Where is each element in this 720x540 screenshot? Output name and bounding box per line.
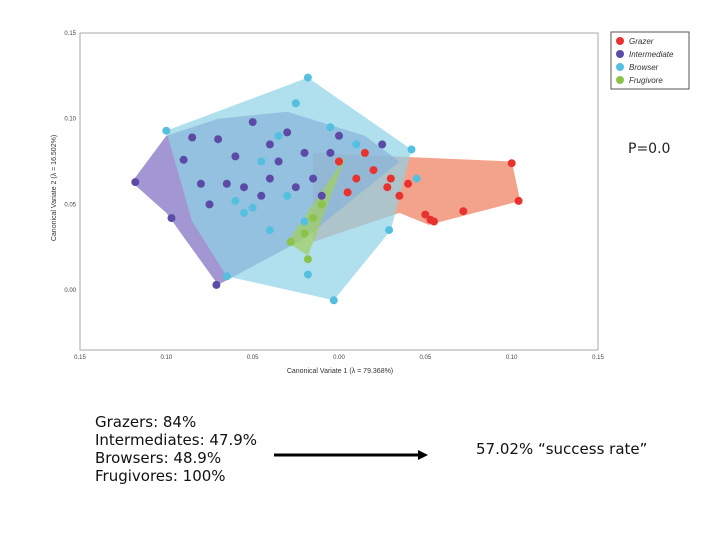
point-grazer [369,166,378,175]
point-browser [248,203,257,212]
legend-marker-frugivore [616,76,624,84]
point-grazer [507,159,516,168]
x-tick-label: 0.05 [247,355,259,361]
x-tick-label: 0.05 [419,355,431,361]
p-value: P=0.0 [628,141,671,157]
legend-marker-browser [616,63,624,71]
point-intermediate [231,152,240,161]
legend: Grazer Intermediate Browser Frugivore [610,31,690,90]
point-browser [303,73,312,82]
point-intermediate [179,155,188,164]
point-frugivore [317,200,326,209]
point-intermediate [291,183,300,192]
point-intermediate [265,174,274,183]
point-grazer [343,188,352,197]
rate-grazers: Grazers: 84% [95,413,197,431]
point-grazer [383,183,392,192]
point-browser [303,270,312,279]
plot-frame [79,32,599,351]
point-browser [162,126,171,135]
legend-label-intermediate: Intermediate [629,50,674,59]
point-frugivore [286,238,295,246]
y-tick-label: 0.00 [64,288,76,294]
success-rate: 57.02% “success rate” [476,440,648,458]
point-frugivore [303,255,312,264]
hull-browser [166,77,412,301]
legend-marker-grazer [616,37,624,45]
classification-rates: Grazers: 84% Intermediates: 47.9% Browse… [95,413,257,485]
point-browser [407,145,416,154]
y-tick-label: 0.05 [64,202,76,208]
legend-label-grazer: Grazer [629,37,654,46]
point-intermediate [309,174,318,183]
x-tick-label: 0.10 [160,355,172,361]
point-browser [274,131,283,140]
point-intermediate [274,157,283,166]
point-browser [283,191,292,200]
point-browser [222,272,231,281]
y-axis-label: Canonical Variate 2 (λ = 16.502%) [51,135,58,241]
rate-intermediates: Intermediates: 47.9% [95,431,258,449]
rate-browsers: Browsers: 48.9% [95,449,222,467]
point-intermediate [240,183,248,192]
point-grazer [360,148,369,157]
point-browser [240,208,248,217]
legend-box [610,31,690,90]
point-browser [231,196,240,205]
point-browser [385,226,394,235]
point-intermediate [317,191,326,200]
point-grazer [430,217,438,226]
point-intermediate [335,131,343,140]
point-browser [265,226,274,235]
point-intermediate [205,200,214,209]
point-browser [329,296,338,305]
point-frugivore [300,229,309,238]
point-browser [291,99,300,108]
point-intermediate [257,191,266,200]
point-browser [352,140,361,149]
legend-marker-intermediate [616,50,624,58]
x-tick-label: 0.10 [506,355,518,361]
point-grazer [404,179,413,188]
point-intermediate [214,135,223,144]
point-intermediate [222,179,231,188]
x-axis-label: Canonical Variate 1 (λ = 79.368%) [287,368,393,375]
point-intermediate [300,148,309,157]
legend-label-browser: Browser [629,63,659,72]
point-intermediate [326,148,335,157]
point-intermediate [167,214,176,223]
point-browser [326,123,335,132]
point-intermediate [196,179,205,188]
x-tick-label: 0.00 [333,355,345,361]
point-intermediate [378,140,387,149]
point-intermediate [265,140,274,149]
point-grazer [335,157,343,166]
point-intermediate [248,118,257,127]
point-grazer [514,196,523,205]
point-intermediate [188,133,197,142]
point-browser [412,174,421,183]
x-tick-label: 0.15 [74,355,86,361]
point-grazer [421,210,430,219]
point-browser [300,217,309,226]
legend-label-frugivore: Frugivore [629,76,663,85]
point-grazer [386,174,395,183]
point-frugivore [309,214,318,223]
point-intermediate [283,128,292,137]
point-grazer [352,174,361,183]
x-tick-label: 0.15 [592,355,604,361]
point-browser [257,157,266,166]
point-intermediate [212,280,221,289]
point-grazer [459,207,468,216]
y-tick-label: 0.15 [64,31,76,37]
rate-frugivores: Frugivores: 100% [95,467,226,485]
y-tick-label: 0.10 [64,117,76,123]
point-grazer [395,191,404,200]
point-intermediate [131,178,140,187]
